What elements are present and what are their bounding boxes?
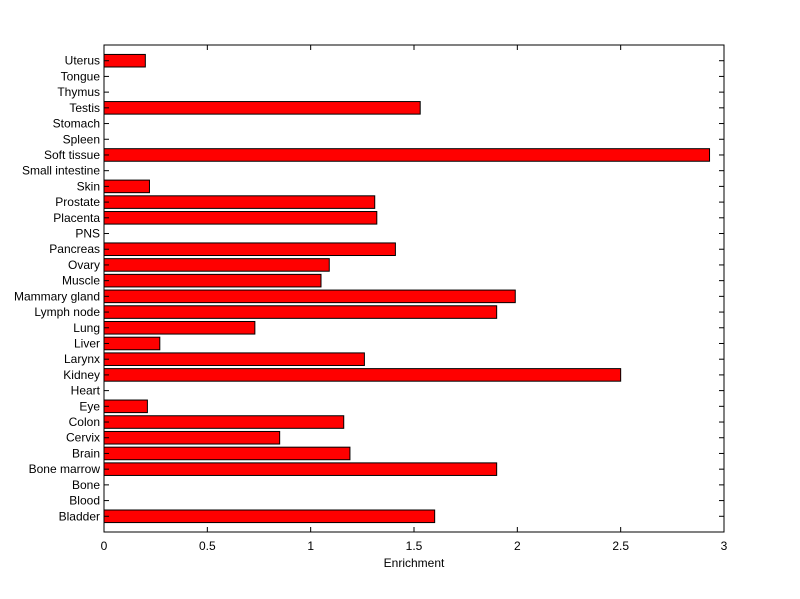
y-tick-label: Bone — [72, 478, 100, 492]
bar-bone-marrow — [103, 462, 498, 476]
y-tick-label: Stomach — [53, 117, 100, 131]
bar-skin — [103, 179, 150, 194]
bar-placenta — [103, 211, 378, 225]
bar-mammary-gland — [103, 289, 516, 304]
y-tick-label: Ovary — [68, 258, 100, 272]
bar-lung — [103, 320, 256, 335]
x-tick-label: 1.5 — [406, 539, 423, 553]
y-tick-label: Bone marrow — [29, 462, 101, 476]
y-tick-label: Larynx — [64, 352, 100, 366]
y-tick-label: Heart — [71, 384, 101, 398]
y-tick-label: Placenta — [53, 211, 100, 225]
y-tick-label: Skin — [77, 179, 100, 193]
y-tick-label: Cervix — [66, 431, 100, 445]
bar-larynx — [103, 352, 365, 366]
bar-eye — [103, 399, 148, 414]
bar-brain — [103, 446, 351, 461]
y-tick-label: Lung — [73, 321, 100, 335]
y-tick-label: Eye — [79, 399, 100, 413]
y-tick-label: Soft tissue — [44, 148, 100, 162]
ticks-group — [103, 45, 725, 532]
y-tick-label: Kidney — [63, 368, 100, 382]
y-tick-label: Muscle — [62, 274, 100, 288]
y-tick-label: Brain — [72, 446, 100, 460]
y-tick-label: Uterus — [65, 54, 100, 68]
y-tick-label: Blood — [69, 494, 100, 508]
y-tick-label: Tongue — [61, 69, 101, 83]
y-tick-label: Pancreas — [49, 242, 100, 256]
y-tick-label: Prostate — [55, 195, 100, 209]
x-tick-label: 0.5 — [199, 539, 216, 553]
x-tick-label: 0 — [101, 539, 108, 553]
y-tick-label: Colon — [69, 415, 100, 429]
y-tick-label: Lymph node — [34, 305, 100, 319]
bar-soft-tissue — [103, 148, 711, 162]
bar-cervix — [103, 430, 281, 445]
y-tick-label: Liver — [74, 336, 100, 350]
y-tick-label: Small intestine — [22, 164, 100, 178]
y-tick-label: Mammary gland — [14, 289, 100, 303]
bar-testis — [103, 101, 421, 115]
bar-bladder — [103, 509, 436, 524]
x-tick-label: 2.5 — [612, 539, 629, 553]
bar-uterus — [103, 53, 146, 68]
bar-kidney — [103, 368, 622, 382]
x-tick-label: 1 — [307, 539, 314, 553]
bar-pancreas — [103, 242, 396, 257]
bar-ovary — [103, 258, 330, 272]
x-tick-label: 2 — [514, 539, 521, 553]
bar-liver — [103, 336, 161, 351]
bar-lymph-node — [103, 305, 498, 319]
y-tick-label: Thymus — [57, 85, 100, 99]
x-tick-label: 3 — [721, 539, 728, 553]
bar-colon — [103, 415, 345, 429]
bar-prostate — [103, 195, 376, 209]
bar-muscle — [103, 273, 322, 288]
y-tick-label: Spleen — [63, 132, 100, 146]
y-tick-label: Testis — [69, 101, 100, 115]
y-tick-label: PNS — [75, 227, 100, 241]
y-tick-label: Bladder — [59, 509, 100, 523]
x-axis-title: Enrichment — [384, 556, 445, 570]
